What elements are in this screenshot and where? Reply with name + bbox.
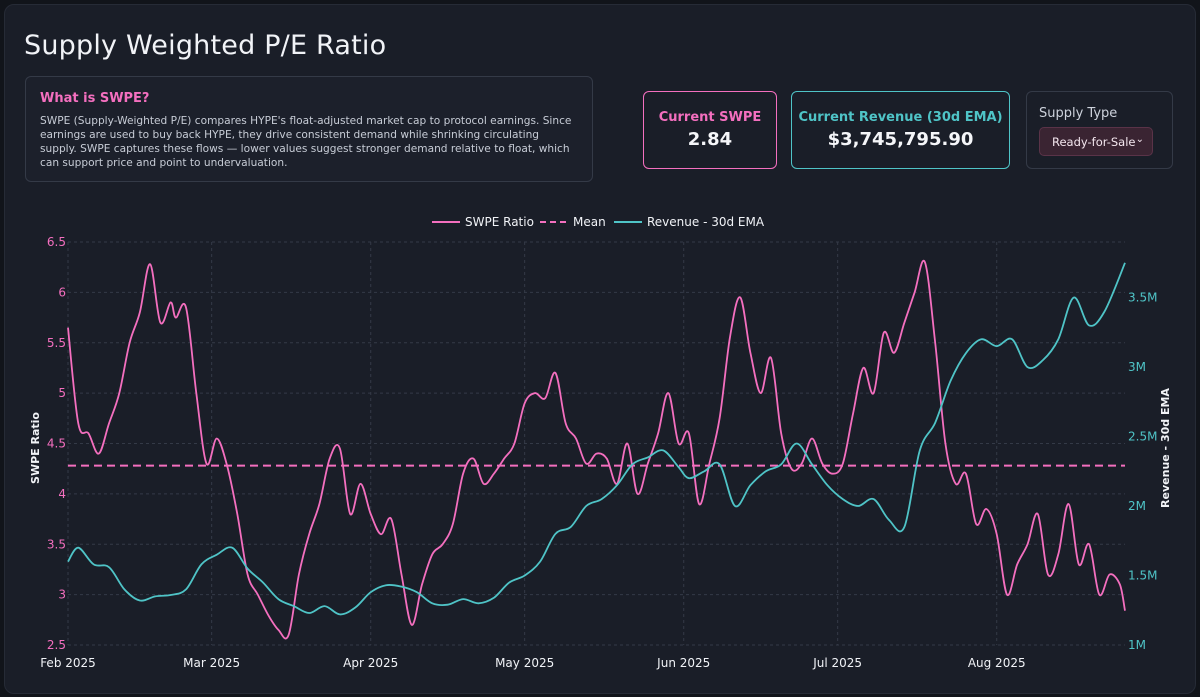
supply-type-select[interactable]: Ready-for-Sale ⌄ — [1039, 127, 1153, 156]
swpe-ratio-line — [67, 259, 1126, 640]
y-tick-label: 5 — [58, 386, 66, 400]
y-tick-label: 6 — [58, 285, 66, 299]
x-tick-label: Aug 2025 — [968, 656, 1026, 670]
y-tick-label: 3.5 — [47, 537, 66, 551]
info-description: SWPE (Supply-Weighted P/E) compares HYPE… — [40, 115, 572, 169]
legend-label: Mean — [573, 215, 606, 229]
current-swpe-value: 2.84 — [687, 129, 733, 150]
chevron-down-icon: ⌄ — [1135, 134, 1144, 145]
info-heading: What is SWPE? — [40, 91, 150, 106]
x-tick-label: Feb 2025 — [40, 656, 96, 670]
chart-grid — [67, 241, 1125, 646]
y2-tick-label: 2M — [1128, 499, 1146, 513]
y2-tick-label: 1M — [1128, 638, 1146, 652]
y-tick-label: 2.5 — [47, 638, 66, 652]
y-tick-label: 6.5 — [47, 235, 66, 249]
y2-tick-label: 3.5M — [1128, 291, 1157, 305]
current-swpe-label: Current SWPE — [658, 110, 762, 125]
info-box: What is SWPE? SWPE (Supply-Weighted P/E)… — [25, 76, 593, 182]
current-revenue-label: Current Revenue (30d EMA) — [798, 110, 1003, 125]
current-revenue-card: Current Revenue (30d EMA) $3,745,795.90 — [791, 91, 1010, 169]
x-tick-label: Apr 2025 — [343, 656, 398, 670]
chart-legend: SWPE Ratio Mean Revenue - 30d EMA — [432, 215, 765, 229]
supply-type-control: Supply Type Ready-for-Sale ⌄ — [1026, 91, 1173, 169]
y2-tick-label: 3M — [1128, 360, 1146, 374]
y2-tick-label: 2.5M — [1128, 430, 1157, 444]
legend-label: Revenue - 30d EMA — [647, 215, 765, 229]
y-tick-label: 5.5 — [47, 336, 66, 350]
current-revenue-value: $3,745,795.90 — [827, 129, 974, 150]
revenue-ema-line — [67, 262, 1126, 616]
chart-series — [67, 259, 1126, 640]
supply-type-label: Supply Type — [1039, 106, 1118, 121]
y-tick-label: 4 — [58, 487, 66, 501]
x-tick-label: May 2025 — [495, 656, 554, 670]
current-swpe-card: Current SWPE 2.84 — [643, 91, 777, 169]
x-tick-label: Jun 2025 — [656, 656, 710, 670]
page-title: Supply Weighted P/E Ratio — [24, 30, 387, 61]
y2-tick-label: 1.5M — [1128, 569, 1157, 583]
x-tick-label: Mar 2025 — [183, 656, 240, 670]
y2-axis-label: Revenue - 30d EMA — [1159, 388, 1172, 508]
legend-label: SWPE Ratio — [465, 215, 534, 229]
chart-ticks: 2.5 3 3.5 4 4.5 5 5.5 6 6.5 1M 1.5M 2M 2.5M 3M 3.5M Feb… — [40, 235, 1157, 670]
y-tick-label: 3 — [58, 588, 66, 602]
supply-type-selected: Ready-for-Sale — [1052, 135, 1136, 149]
y-tick-label: 4.5 — [47, 437, 66, 451]
y-axis-label: SWPE Ratio — [29, 412, 42, 484]
x-tick-label: Jul 2025 — [812, 656, 862, 670]
